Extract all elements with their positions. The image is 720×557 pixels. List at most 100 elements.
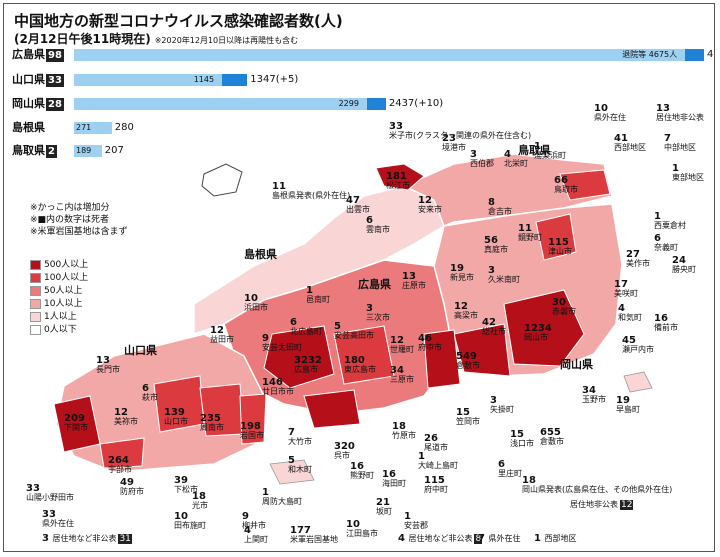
municipality-label: 9 安芸太田町 xyxy=(262,334,302,353)
municipality-name: 和木町 xyxy=(288,465,312,474)
case-count: 209 xyxy=(64,413,85,424)
hiroshima-city-area xyxy=(263,325,335,389)
municipality-name: 防府市 xyxy=(120,487,144,496)
municipality-name: 居住地など非公表 xyxy=(52,534,117,543)
tottori-pref-name: 鳥取県 xyxy=(518,144,551,157)
municipality-name: 江田島市 xyxy=(346,529,378,538)
bottom-label: 3 居住地など非公表 31 xyxy=(42,534,132,544)
case-count: 10 xyxy=(174,511,188,522)
case-count: 146 xyxy=(262,377,283,388)
case-count: 42 xyxy=(482,317,496,328)
case-count: 1 xyxy=(534,141,541,152)
case-count: 16 xyxy=(350,461,364,472)
municipality-label: 27 美作市 xyxy=(626,249,650,269)
deaths-badge: 98 xyxy=(46,49,64,62)
case-count: 549 xyxy=(456,351,477,362)
municipality-label: 7 大竹市 xyxy=(288,427,312,447)
municipality-name: 大竹市 xyxy=(288,437,312,446)
municipality-label: 21 坂町 xyxy=(376,498,392,517)
case-count: 1 xyxy=(672,163,679,174)
case-count: 13 xyxy=(656,103,670,114)
municipality-name: 大崎上島町 xyxy=(418,461,458,470)
municipality-name: 岩国市 xyxy=(240,431,264,440)
note-line: ※かっこ内は増加分 xyxy=(30,203,110,213)
legend-label: 50人以上 xyxy=(44,286,83,296)
municipality-name: 西粟倉村 xyxy=(654,221,686,230)
municipality-label: 181 松江市 xyxy=(386,171,410,191)
bar-inner-label: 2299 xyxy=(338,99,359,108)
case-count: 16 xyxy=(382,469,396,480)
kurashiki-area xyxy=(453,323,511,377)
case-count: 4 xyxy=(504,149,511,160)
municipality-label: 46 府中市 xyxy=(418,334,442,353)
bar-pref-label: 山口県 33 xyxy=(12,73,64,87)
municipality-label: 1 東部地区 xyxy=(672,163,704,183)
municipality-label: 7 中部地区 xyxy=(664,134,696,153)
case-count: 19 xyxy=(616,395,630,406)
municipality-name: 北栄町 xyxy=(504,159,528,168)
case-count: 7 xyxy=(288,427,295,438)
case-count: 264 xyxy=(108,455,129,466)
municipality-label: 16 備前市 xyxy=(654,314,678,333)
case-count: 6 xyxy=(366,215,373,226)
municipality-label: 26 尾道市 xyxy=(424,434,448,453)
bar-recovered xyxy=(74,49,686,61)
bottom-label: 7 県外在住 xyxy=(478,534,520,544)
municipality-name: 廿日市市 xyxy=(262,387,294,396)
case-count: 1234 xyxy=(524,323,552,334)
municipality-name: 出雲市 xyxy=(346,205,370,214)
municipality-name: 津山市 xyxy=(548,247,572,256)
municipality-name: 周防大島町 xyxy=(262,497,302,506)
municipality-label: 264 宇部市 xyxy=(108,455,132,475)
municipality-name: 西部地区 xyxy=(614,143,646,152)
municipality-label: 1234 岡山市 xyxy=(524,323,552,343)
case-count: 235 xyxy=(200,413,221,424)
bar-inner-label: 退院等 4675人 xyxy=(622,50,678,59)
municipality-name: 倉敷市 xyxy=(540,437,564,446)
municipality-name: 和気町 xyxy=(618,313,642,322)
municipality-name: 早島町 xyxy=(616,405,640,414)
legend: 500人以上 100人以上 50人以上 10人以上 1人以上 0人以下 xyxy=(30,259,125,337)
case-count: 181 xyxy=(386,171,407,182)
municipality-label: 12 美祢市 xyxy=(114,408,138,427)
case-count: 9 xyxy=(242,511,249,522)
municipality-name: 総社市 xyxy=(482,327,506,336)
shodo-islands xyxy=(623,371,653,393)
municipality-name: 光市 xyxy=(192,501,208,510)
okayama-pref-name: 岡山県 xyxy=(560,358,593,371)
municipality-label: 19 新見市 xyxy=(450,264,474,283)
case-count: 1 xyxy=(654,211,661,222)
bar-pref-label: 岡山県 28 xyxy=(12,97,64,111)
municipality-name: 岡山市 xyxy=(524,333,548,342)
case-count: 15 xyxy=(510,429,524,440)
municipality-name: 西部地区 xyxy=(544,534,577,543)
municipality-name: 益田市 xyxy=(210,335,234,344)
municipality-name: 下関市 xyxy=(64,423,88,432)
municipality-label: 18 竹原市 xyxy=(392,422,416,441)
municipality-label: 41 西部地区 xyxy=(614,134,646,153)
municipality-label: 39 下松市 xyxy=(174,476,198,495)
bar-row: 山口県 33 1145 1347(+5) xyxy=(12,73,712,87)
municipality-label: 18 岡山県発表(広島県在住、その他県外在住) xyxy=(522,476,673,495)
higashihiroshima-area xyxy=(333,325,395,385)
shimane-pref-name: 島根県 xyxy=(244,248,277,261)
legend-swatch xyxy=(30,325,41,335)
municipality-name: 真庭市 xyxy=(484,245,508,254)
municipality-label: 115 津山市 xyxy=(548,238,572,257)
legend-label: 1人以上 xyxy=(44,312,77,322)
ube-area xyxy=(99,437,145,469)
municipality-label: 1 邑南町 xyxy=(306,286,330,305)
municipality-name: 岡山県発表(広島県在住、その他県外在住) xyxy=(522,485,673,494)
case-count: 27 xyxy=(626,249,640,260)
bar-recovered xyxy=(74,98,367,110)
municipality-name: 県外在住 xyxy=(594,113,626,122)
legend-swatch xyxy=(30,312,41,322)
case-count: 49 xyxy=(120,477,134,488)
municipality-name: 三原市 xyxy=(390,375,414,384)
case-count: 3 xyxy=(488,265,495,276)
bar-total-label: 280 xyxy=(114,122,134,133)
note-line: ※■内の数字は死者 xyxy=(30,215,110,225)
municipality-name: 居住地非公表 xyxy=(570,500,618,509)
municipality-name: 庄原市 xyxy=(402,281,426,290)
municipality-name: 玉野市 xyxy=(582,395,606,404)
